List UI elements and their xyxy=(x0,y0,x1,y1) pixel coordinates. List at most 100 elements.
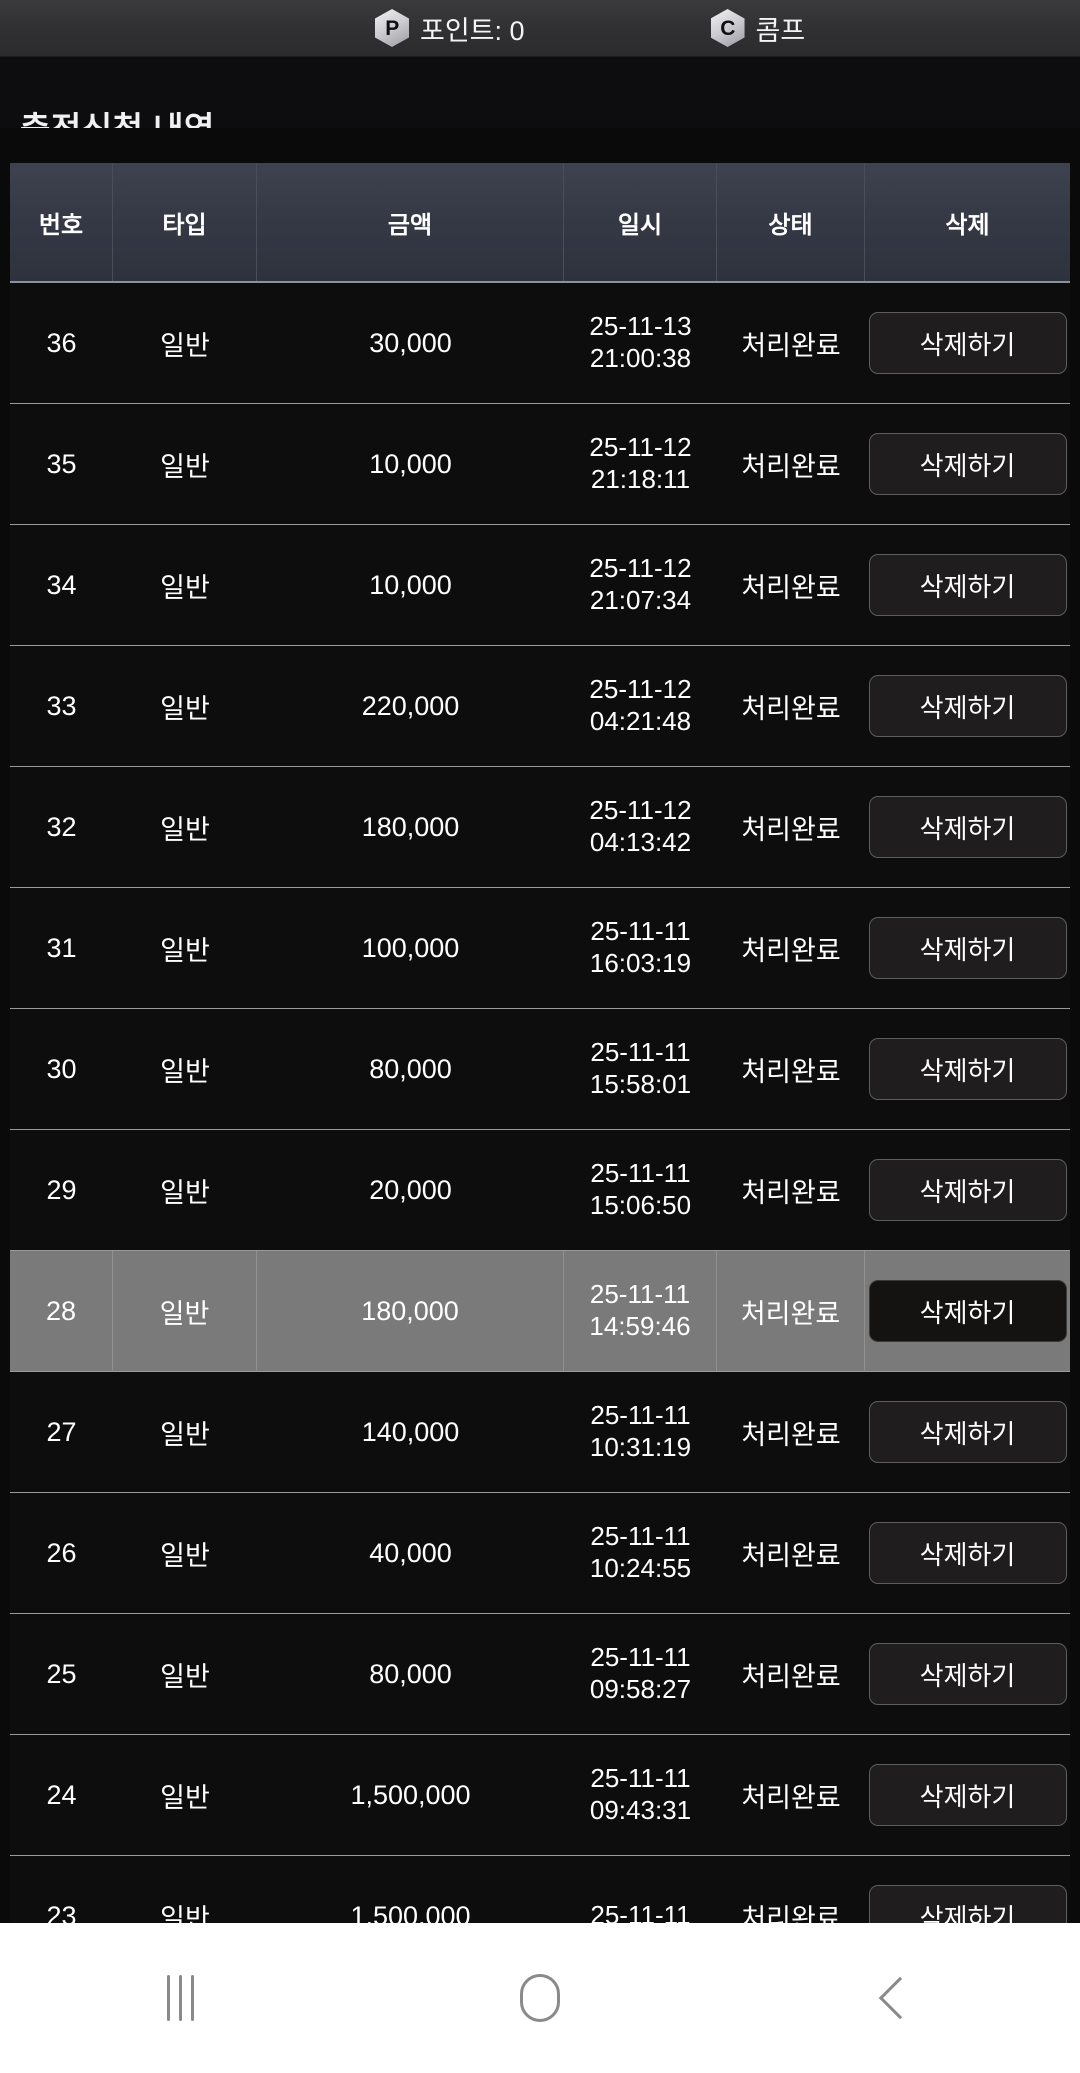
date-text: 25-11-12 xyxy=(589,674,692,705)
table-row[interactable]: 26 일반 40,000 25-11-11 10:24:55 처리완료 삭제하기 xyxy=(10,1493,1070,1614)
table-row[interactable]: 31 일반 100,000 25-11-11 16:03:19 처리완료 삭제하기 xyxy=(10,888,1070,1009)
recents-button[interactable] xyxy=(0,1923,360,2073)
cell-no: 30 xyxy=(46,1053,77,1084)
cell-no: 31 xyxy=(46,932,77,963)
cell-type: 일반 xyxy=(113,1251,257,1371)
charge-history-table: 번호 타입 금액 일시 상태 삭제 36 일반 30,000 25-11-13 21:0… xyxy=(10,163,1070,1923)
cell-datetime: 25-11-11 09:43:31 xyxy=(564,1735,717,1855)
top-status-bar: P 포인트: 0 C 콤프 xyxy=(0,0,1080,57)
table-row[interactable]: 23 일반 1,500,000 25-11-11 처리완료 삭제하기 xyxy=(10,1856,1070,1923)
datetime-stack: 25-11-11 xyxy=(590,1900,690,1923)
cell-datetime: 25-11-11 16:03:19 xyxy=(564,888,717,1008)
date-text: 25-11-12 xyxy=(589,553,692,584)
table-body: 36 일반 30,000 25-11-13 21:00:38 처리완료 삭제하기 35 일반 10… xyxy=(10,283,1070,1923)
delete-button[interactable]: 삭제하기 xyxy=(868,1643,1067,1705)
delete-button[interactable]: 삭제하기 xyxy=(868,675,1067,737)
table-row[interactable]: 24 일반 1,500,000 25-11-11 09:43:31 처리완료 삭제하기 xyxy=(10,1735,1070,1856)
android-navigation-bar xyxy=(0,1923,1080,2073)
cell-amount: 180,000 xyxy=(361,811,460,842)
delete-button[interactable]: 삭제하기 xyxy=(868,1522,1067,1584)
date-text: 25-11-11 xyxy=(590,1037,691,1068)
cell-status: 처리완료 xyxy=(741,451,841,482)
comp-indicator[interactable]: C 콤프 xyxy=(710,9,805,48)
table-row[interactable]: 25 일반 80,000 25-11-11 09:58:27 처리완료 삭제하기 xyxy=(10,1614,1070,1735)
datetime-stack: 25-11-12 21:18:11 xyxy=(589,432,691,495)
table-row[interactable]: 35 일반 10,000 25-11-12 21:18:11 처리완료 삭제하기 xyxy=(10,404,1070,525)
delete-button[interactable]: 삭제하기 xyxy=(868,1885,1067,1923)
table-row[interactable]: 30 일반 80,000 25-11-11 15:58:01 처리완료 삭제하기 xyxy=(10,1009,1070,1130)
delete-button[interactable]: 삭제하기 xyxy=(868,1038,1067,1100)
cell-type: 일반 xyxy=(160,1056,210,1087)
cell-amount: 80,000 xyxy=(369,1658,452,1689)
time-text: 21:18:11 xyxy=(590,464,691,494)
cell-datetime: 25-11-11 14:59:46 xyxy=(564,1251,717,1371)
table-row[interactable]: 32 일반 180,000 25-11-12 04:13:42 처리완료 삭제하기 xyxy=(10,767,1070,888)
cell-type: 일반 xyxy=(160,1903,210,1924)
table-row[interactable]: 34 일반 10,000 25-11-12 21:07:34 처리완료 삭제하기 xyxy=(10,525,1070,646)
column-header-type: 타입 xyxy=(113,163,257,281)
table-row[interactable]: 28 일반 180,000 25-11-11 14:59:46 처리완료 삭제하기 xyxy=(10,1251,1070,1372)
cell-status: 처리완료 xyxy=(741,1177,841,1208)
cell-type: 일반 xyxy=(160,935,210,966)
table-row[interactable]: 36 일반 30,000 25-11-13 21:00:38 처리완료 삭제하기 xyxy=(10,283,1070,404)
date-text: 25-11-11 xyxy=(590,1400,691,1431)
delete-button[interactable]: 삭제하기 xyxy=(868,312,1067,374)
back-icon xyxy=(878,1976,922,2020)
cell-status: 처리완료 xyxy=(741,814,841,845)
cell-delete: 삭제하기 xyxy=(865,1735,1070,1855)
cell-datetime: 25-11-12 04:21:48 xyxy=(564,646,717,766)
datetime-stack: 25-11-11 16:03:19 xyxy=(590,916,691,979)
cell-no: 27 xyxy=(46,1416,77,1447)
delete-button[interactable]: 삭제하기 xyxy=(868,917,1067,979)
cell-no: 36 xyxy=(46,327,77,358)
cell-amount: 140,000 xyxy=(361,1416,460,1447)
table-row[interactable]: 27 일반 140,000 25-11-11 10:31:19 처리완료 삭제하기 xyxy=(10,1372,1070,1493)
point-hex-icon: P xyxy=(375,9,409,47)
datetime-stack: 25-11-12 21:07:34 xyxy=(589,553,691,616)
cell-amount: 100,000 xyxy=(361,932,460,963)
delete-button[interactable]: 삭제하기 xyxy=(868,1764,1067,1826)
delete-button[interactable]: 삭제하기 xyxy=(868,796,1067,858)
cell-delete: 삭제하기 xyxy=(865,767,1070,887)
delete-button[interactable]: 삭제하기 xyxy=(868,554,1067,616)
delete-button[interactable]: 삭제하기 xyxy=(868,1159,1067,1221)
date-text: 25-11-13 xyxy=(589,311,692,342)
cell-no: 34 xyxy=(46,569,77,600)
cell-datetime: 25-11-11 15:06:50 xyxy=(564,1130,717,1250)
table-row[interactable]: 33 일반 220,000 25-11-12 04:21:48 처리완료 삭제하기 xyxy=(10,646,1070,767)
home-button[interactable] xyxy=(360,1923,720,2073)
cell-status: 처리완료 xyxy=(741,1419,841,1450)
date-text: 25-11-11 xyxy=(590,916,691,947)
cell-status: 처리완료 xyxy=(741,1782,841,1813)
table-row[interactable]: 29 일반 20,000 25-11-11 15:06:50 처리완료 삭제하기 xyxy=(10,1130,1070,1251)
cell-no: 26 xyxy=(46,1537,77,1568)
cell-datetime: 25-11-11 10:24:55 xyxy=(564,1493,717,1613)
cell-no: 23 xyxy=(46,1900,77,1924)
time-text: 10:31:19 xyxy=(589,1432,692,1462)
comp-hex-icon: C xyxy=(710,9,745,47)
delete-button[interactable]: 삭제하기 xyxy=(868,433,1067,495)
cell-delete: 삭제하기 xyxy=(865,404,1070,524)
cell-amount: 20,000 xyxy=(369,1174,452,1205)
time-text: 10:24:55 xyxy=(589,1553,692,1583)
cell-amount: 30,000 xyxy=(369,327,452,358)
delete-button[interactable]: 삭제하기 xyxy=(868,1401,1067,1463)
cell-datetime: 25-11-12 04:13:42 xyxy=(564,767,717,887)
cell-type: 일반 xyxy=(160,451,210,482)
date-text: 25-11-11 xyxy=(590,1642,691,1673)
back-button[interactable] xyxy=(720,1923,1080,2073)
page-title-area: 충전신청 내역 xyxy=(0,57,1080,128)
cell-delete: 삭제하기 xyxy=(865,1372,1070,1492)
cell-amount: 10,000 xyxy=(369,448,452,479)
cell-delete: 삭제하기 xyxy=(865,525,1070,645)
cell-delete: 삭제하기 xyxy=(865,1614,1070,1734)
cell-type: 일반 xyxy=(160,1661,210,1692)
points-indicator[interactable]: P 포인트: 0 xyxy=(375,9,525,48)
cell-delete: 삭제하기 xyxy=(865,888,1070,1008)
cell-amount: 10,000 xyxy=(369,569,452,600)
delete-button[interactable]: 삭제하기 xyxy=(868,1280,1067,1342)
cell-datetime: 25-11-13 21:00:38 xyxy=(564,283,717,403)
datetime-stack: 25-11-11 10:24:55 xyxy=(590,1521,691,1584)
cell-amount: 40,000 xyxy=(369,1537,452,1568)
time-text: 04:21:48 xyxy=(589,706,692,736)
